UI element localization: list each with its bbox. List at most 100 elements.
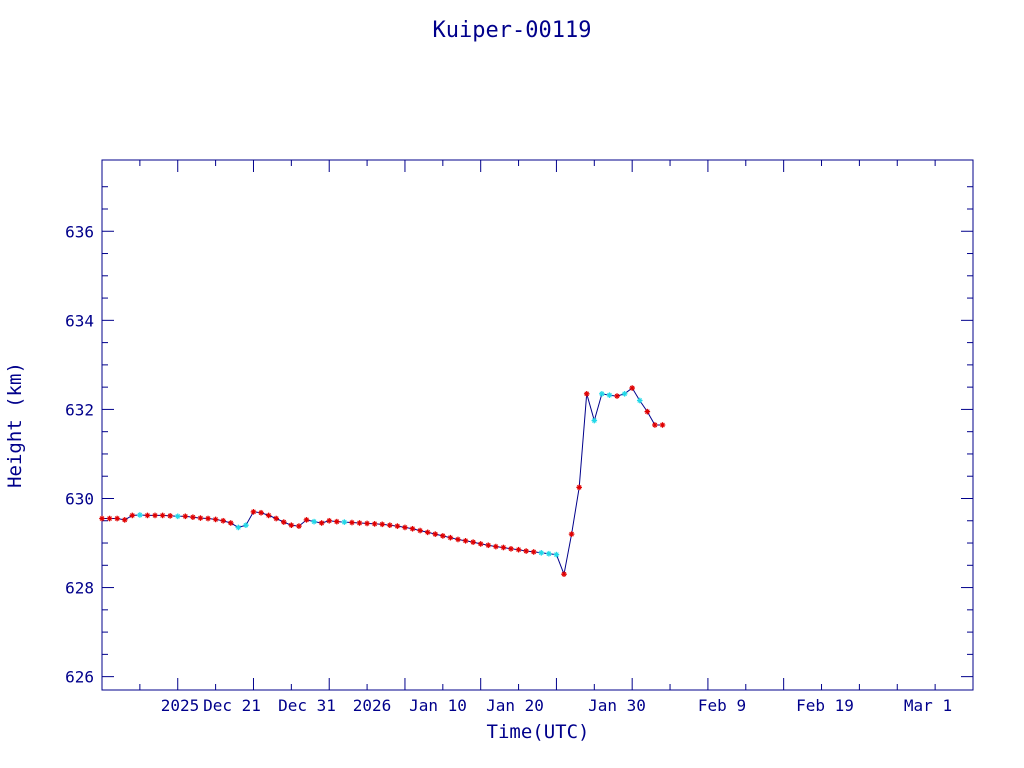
data-point [371,521,378,527]
data-point [258,509,264,516]
data-point [273,515,279,522]
data-point [182,513,189,520]
data-point [561,571,567,578]
data-point [621,391,628,397]
data-point [553,551,560,558]
data-point [212,516,219,523]
x-tick-label: Dec 21 [203,696,261,715]
data-point [197,515,204,521]
data-point [333,518,340,525]
x-axis: 2025 Dec 21 Dec 31 2026 Jan 10 Jan 20 Jan 30 Fe… [101,160,974,715]
data-point [288,522,295,529]
data-point [599,391,605,397]
x-tick-label: Jan 10 [409,696,467,715]
data-point [606,392,613,398]
data-point [265,512,272,519]
plot-area [101,159,974,691]
data-point [364,520,370,527]
data-point [515,546,522,553]
x-tick-label: Feb 19 [796,696,854,715]
x-axis-label: Time(UTC) [487,721,590,743]
data-point [114,515,120,522]
data-point [644,408,651,415]
series-line [102,387,663,577]
data-point [546,550,552,557]
data-point [614,393,620,399]
data-point [121,517,128,523]
data-point [432,531,439,537]
y-tick-label: 628 [65,579,94,598]
data-point [174,513,181,520]
data-point [591,417,598,424]
chart-title: Kuiper-00119 [433,18,592,43]
data-point [303,517,310,523]
x-tick-label: 2025 [161,696,200,715]
data-point [470,539,476,545]
data-point [493,543,499,550]
data-point [326,517,333,524]
data-point [417,527,423,534]
data-point [250,509,257,515]
data-point [583,391,590,397]
x-tick-label: Feb 9 [698,696,746,715]
data-point [462,537,469,544]
data-point [530,549,537,555]
x-tick-label: 2026 [353,696,392,715]
data-point [137,512,143,518]
data-point [356,520,363,526]
data-point [652,422,658,428]
data-point [280,519,287,525]
x-tick-label: Mar 1 [904,696,952,715]
data-point [227,520,234,526]
data-point [220,517,226,524]
y-axis-label: Height (km) [4,362,26,488]
data-point [538,550,545,556]
y-tick-label: 626 [65,668,94,687]
plot-border [101,159,974,691]
x-tick-label: Dec 31 [278,696,336,715]
y-axis: 626 628 630 632 634 636 [65,186,973,687]
data-point [311,518,317,525]
data-point [167,513,173,519]
y-tick-label: 630 [65,489,94,508]
data-point [440,533,446,539]
data-point [318,520,325,526]
data-point [349,519,355,526]
data-series [99,385,666,578]
data-point [500,544,507,551]
data-point [409,525,416,532]
data-point [387,522,393,529]
data-point [477,541,484,547]
data-point [341,519,348,525]
data-point [629,385,635,391]
data-point [523,548,529,554]
data-point [576,484,582,491]
data-point [659,422,666,428]
data-point [379,521,386,528]
data-point [508,546,514,552]
x-tick-label: Jan 30 [588,696,646,715]
data-point [455,536,461,543]
data-point [106,515,113,522]
data-point [447,534,454,541]
y-tick-label: 636 [65,222,94,241]
data-point [402,524,408,531]
data-point [243,522,249,529]
data-point [144,512,151,519]
data-point [190,514,196,520]
data-point [636,397,643,404]
y-tick-label: 632 [65,400,94,419]
data-point [424,529,431,536]
data-point [394,523,401,529]
data-point [485,542,492,549]
data-point [152,512,158,519]
data-point [296,523,302,529]
data-point [235,524,242,531]
data-point [159,512,166,519]
data-point [129,512,136,519]
data-point [568,531,575,537]
data-point [99,515,105,522]
y-tick-label: 634 [65,311,94,330]
data-point [205,515,211,522]
